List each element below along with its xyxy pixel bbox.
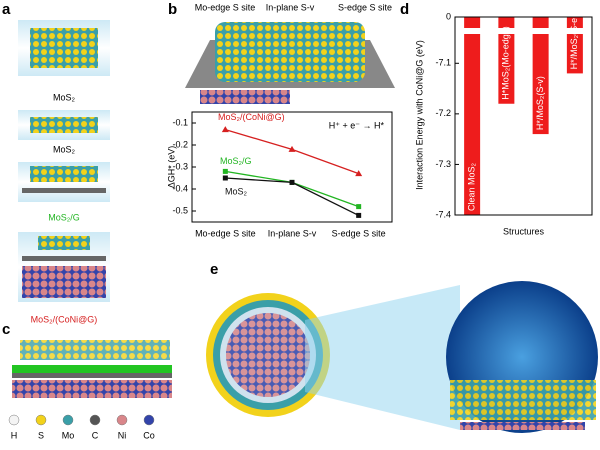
panel-label: b <box>168 1 177 18</box>
marker <box>289 179 295 185</box>
legend-label: C <box>92 430 99 440</box>
marker <box>288 145 296 152</box>
legend-atom <box>35 414 47 426</box>
marker <box>356 204 362 210</box>
panel-e-art <box>206 281 598 433</box>
legend-label: MoS₂/G <box>220 156 252 166</box>
x-tick-label: S-edge S site <box>332 228 386 238</box>
legend-label: Co <box>143 430 155 440</box>
bar <box>532 17 549 135</box>
y-tick-label: -7.2 <box>435 108 451 118</box>
panel-label: c <box>2 321 10 338</box>
panel-label: e <box>210 261 218 278</box>
y-tick-label: -0.5 <box>172 205 188 215</box>
panel-a-art <box>18 20 110 302</box>
y-tick-label: -7.1 <box>435 58 451 68</box>
marker <box>222 175 228 181</box>
legend-label: S <box>38 430 44 440</box>
legend-atom <box>116 414 128 426</box>
panel-label: a <box>2 1 11 18</box>
site-label: Mo-edge S site <box>195 2 256 12</box>
site-label: S-edge S site <box>338 2 392 12</box>
legend-label: Ni <box>118 430 127 440</box>
legend-label: MoS₂/(CoNi@G) <box>218 112 285 122</box>
legend-atom <box>89 414 101 426</box>
marker <box>356 212 362 218</box>
legend-atom <box>8 414 20 426</box>
structure-label: MoS₂ <box>53 92 76 102</box>
structure-label: MoS₂/(CoNi@G) <box>31 314 98 324</box>
site-label: In-plane S-v <box>266 2 315 12</box>
bar-label: H*/MoS₂(S-v) <box>535 76 545 130</box>
bar-label: H*/MoS₂(S-edge) <box>569 0 579 69</box>
x-tick-label: Mo-edge S site <box>195 228 256 238</box>
x-tick-label: In-plane S-v <box>268 228 317 238</box>
annotation: H⁺ + e⁻ → H* <box>329 120 385 130</box>
y-tick-label: -7.3 <box>435 159 451 169</box>
panel-b-art <box>185 22 395 104</box>
y-tick-label: 0 <box>446 11 451 21</box>
marker <box>222 168 228 174</box>
legend-label: H <box>11 430 18 440</box>
legend-atom <box>62 414 74 426</box>
legend-label: MoS₂ <box>225 186 248 196</box>
plot-frame <box>454 16 593 216</box>
bar-label: Clean MoS₂ <box>467 162 477 211</box>
marker <box>221 126 229 133</box>
bar <box>464 17 481 215</box>
x-axis-label: Structures <box>503 226 545 236</box>
panel-label: d <box>400 1 409 18</box>
marker <box>355 170 363 177</box>
bar <box>498 17 515 104</box>
y-tick-label: -0.4 <box>172 183 188 193</box>
y-tick-label: -0.1 <box>172 117 188 127</box>
y-tick-label: -0.2 <box>172 139 188 149</box>
legend-label: Mo <box>62 430 75 440</box>
axis-break <box>456 28 591 34</box>
y-axis-label: ΔGH* (eV) <box>166 146 176 189</box>
structure-label: MoS₂/G <box>48 212 80 222</box>
y-tick-label: -0.3 <box>172 161 188 171</box>
structure-label: MoS₂ <box>53 144 76 154</box>
y-tick-label: -7.4 <box>435 209 451 219</box>
panel-c-art <box>12 340 172 398</box>
bar-label: H*MoS₂(Mo-edge) <box>501 26 511 100</box>
y-axis-label: Interaction Energy with CoNi@G (eV) <box>414 40 424 190</box>
legend-atom <box>143 414 155 426</box>
